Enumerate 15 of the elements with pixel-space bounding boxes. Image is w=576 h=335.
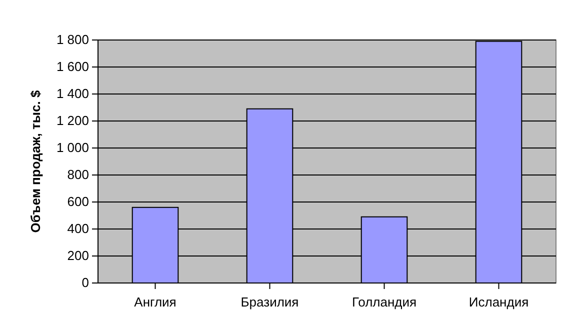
y-tick-label: 1 600 [56, 59, 89, 74]
y-tick-label: 1 800 [56, 32, 89, 48]
x-tick-label: Исландия [468, 294, 529, 310]
x-tick-label: Голландия [352, 294, 417, 310]
x-tick-label: Бразилия [240, 294, 299, 310]
y-tick-label: 600 [67, 194, 89, 210]
y-tick-label: 800 [67, 167, 89, 182]
y-tick-label: 200 [67, 248, 89, 264]
y-tick-label: 1 400 [56, 86, 89, 102]
y-axis-title: Объем продаж, тыс. $ [28, 90, 43, 233]
y-tick-label: 1 000 [56, 140, 89, 156]
y-tick-label: 0 [82, 275, 89, 290]
x-tick-label: Англия [134, 294, 176, 310]
y-tick-label: 400 [67, 221, 89, 236]
y-tick-label: 1 200 [56, 113, 89, 128]
